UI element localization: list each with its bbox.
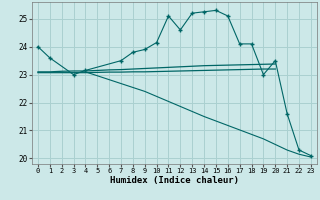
X-axis label: Humidex (Indice chaleur): Humidex (Indice chaleur) — [110, 176, 239, 185]
